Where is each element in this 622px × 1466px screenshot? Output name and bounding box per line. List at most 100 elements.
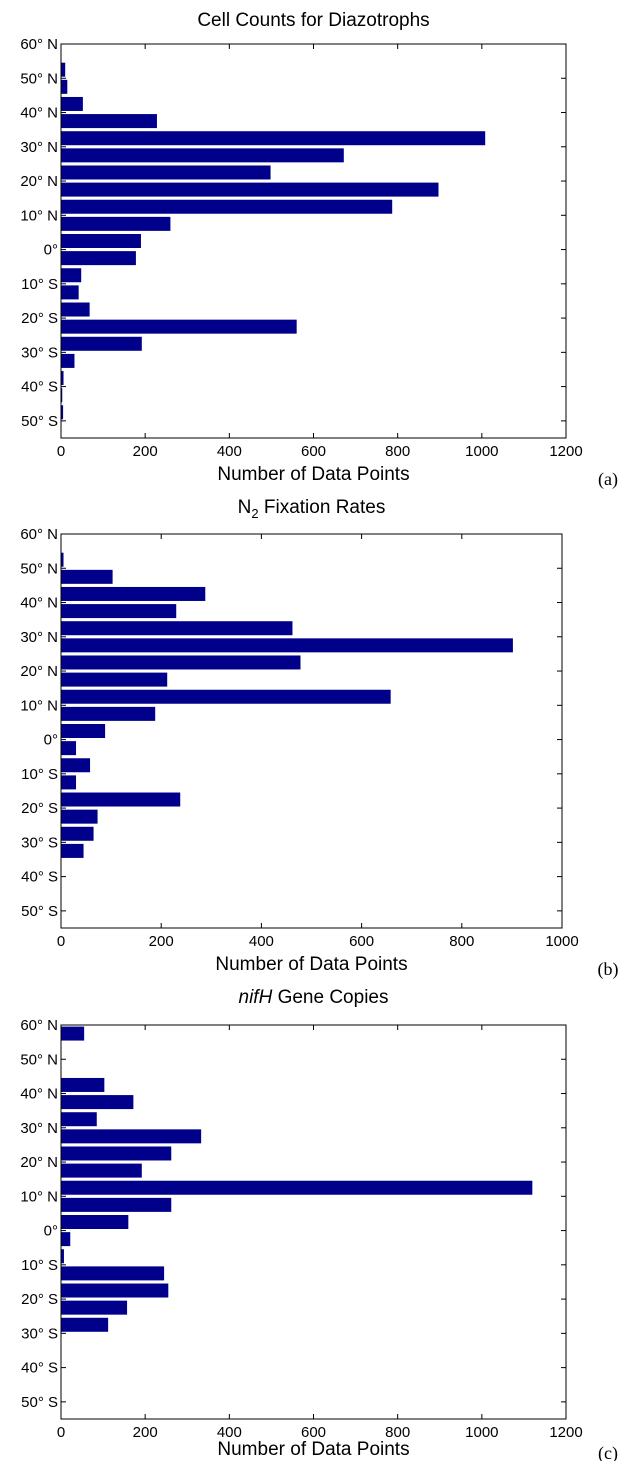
y-tick-label: 20° S bbox=[21, 800, 58, 817]
title-part: Gene Copies bbox=[272, 987, 388, 1008]
y-tick-label: 30° S bbox=[21, 1325, 58, 1342]
y-tick-label: 20° N bbox=[20, 663, 58, 680]
bar-14 bbox=[61, 792, 181, 807]
y-tick-label: 0° bbox=[44, 1223, 58, 1240]
chart-panel-c: nifH Gene Copies 0 200 400 600 800 1000 1200 60°… bbox=[20, 987, 618, 1464]
bar-2 bbox=[61, 586, 206, 601]
bar-6 bbox=[61, 165, 271, 180]
bar-4 bbox=[61, 1129, 202, 1144]
x-tick-label: 1200 bbox=[549, 1424, 582, 1441]
y-tick-label: 10° N bbox=[20, 697, 58, 714]
bar-15 bbox=[61, 319, 297, 334]
x-tick-label: 800 bbox=[385, 443, 410, 460]
bar-18 bbox=[61, 371, 64, 386]
y-tick-label: 30° N bbox=[20, 139, 58, 156]
bar-13 bbox=[61, 1283, 169, 1298]
y-tick-label: 50° S bbox=[21, 1394, 58, 1411]
x-axis-label: Number of Data Points bbox=[217, 1439, 409, 1460]
bar-17 bbox=[61, 843, 84, 858]
bar-4 bbox=[61, 621, 293, 636]
bar-6 bbox=[61, 655, 301, 670]
x-tick-label: 800 bbox=[449, 933, 474, 950]
y-tick-label: 60° N bbox=[20, 36, 58, 53]
bar-1 bbox=[61, 1077, 105, 1092]
x-tick-label: 800 bbox=[385, 1424, 410, 1441]
bar-9 bbox=[61, 216, 171, 231]
bar-9 bbox=[61, 1215, 129, 1229]
x-tick-label: 0 bbox=[57, 443, 65, 460]
chart-panel-a: Cell Counts for Diazotrophs 0 200 400 600 800… bbox=[20, 10, 618, 490]
bar-14 bbox=[61, 302, 90, 317]
bar-0 bbox=[61, 62, 66, 77]
bar-11 bbox=[61, 741, 77, 756]
bar-20 bbox=[61, 405, 64, 420]
bar-2 bbox=[61, 1095, 134, 1110]
y-tick-label: 40° S bbox=[21, 379, 58, 396]
chart-panel-b: N2 Fixation Rates 0 200 400 600 800 1000 60° N 5… bbox=[20, 497, 618, 980]
bar-0 bbox=[61, 1026, 85, 1041]
x-tick-label: 400 bbox=[249, 933, 274, 950]
bar-6 bbox=[61, 1163, 142, 1178]
title-part: nifH bbox=[239, 987, 273, 1008]
bar-3 bbox=[61, 604, 177, 619]
bar-1 bbox=[61, 79, 68, 94]
x-tick-label: 1000 bbox=[465, 443, 498, 460]
title-part: N bbox=[238, 497, 252, 518]
x-axis-label: Number of Data Points bbox=[215, 954, 407, 975]
bar-3 bbox=[61, 114, 157, 129]
y-tick-label: 50° N bbox=[20, 1051, 58, 1068]
bar-1 bbox=[61, 569, 113, 584]
bar-9 bbox=[61, 706, 156, 721]
bar-15 bbox=[61, 809, 98, 824]
x-tick-label: 1000 bbox=[465, 1424, 498, 1441]
bar-13 bbox=[61, 285, 79, 300]
bar-10 bbox=[61, 1232, 71, 1247]
bar-16 bbox=[61, 826, 94, 841]
bar-7 bbox=[61, 182, 439, 197]
bar-5 bbox=[61, 148, 344, 163]
y-tick-label: 20° S bbox=[21, 310, 58, 327]
x-tick-label: 400 bbox=[217, 1424, 242, 1441]
y-tick-label: 30° N bbox=[20, 1120, 58, 1137]
y-tick-label: 10° N bbox=[20, 207, 58, 224]
y-tick-label: 10° S bbox=[21, 1257, 58, 1274]
y-tick-label: 40° N bbox=[20, 1086, 58, 1103]
y-tick-label: 30° S bbox=[21, 344, 58, 361]
x-tick-label: 600 bbox=[301, 1424, 326, 1441]
y-tick-label: 50° N bbox=[20, 70, 58, 87]
y-tick-label: 10° S bbox=[21, 276, 58, 293]
bar-10 bbox=[61, 234, 141, 248]
plot-frame bbox=[60, 533, 563, 929]
x-tick-label: 0 bbox=[57, 933, 65, 950]
y-tick-label: 40° N bbox=[20, 595, 58, 612]
y-tick-label: 50° S bbox=[21, 413, 58, 430]
bar-13 bbox=[61, 775, 77, 790]
y-tick-label: 50° S bbox=[21, 903, 58, 920]
y-tick-label: 50° N bbox=[20, 560, 58, 577]
bar-3 bbox=[61, 1112, 97, 1127]
y-tick-label: 60° N bbox=[20, 1017, 58, 1034]
x-tick-label: 200 bbox=[133, 443, 158, 460]
chart-title: Cell Counts for Diazotrophs bbox=[197, 10, 429, 31]
chart-title: N2 Fixation Rates bbox=[238, 497, 386, 521]
bar-7 bbox=[61, 672, 168, 687]
y-tick-label: 20° N bbox=[20, 173, 58, 190]
bar-5 bbox=[61, 638, 513, 653]
y-tick-label: 60° N bbox=[20, 526, 58, 543]
bar-11 bbox=[61, 1249, 64, 1264]
y-tick-label: 20° S bbox=[21, 1291, 58, 1308]
bar-17 bbox=[61, 353, 75, 368]
bar-12 bbox=[61, 268, 82, 283]
y-tick-label: 40° S bbox=[21, 1360, 58, 1377]
x-axis-label: Number of Data Points bbox=[217, 464, 409, 485]
x-tick-label: 1000 bbox=[545, 933, 578, 950]
x-tick-label: 1200 bbox=[549, 443, 582, 460]
y-tick-label: 40° N bbox=[20, 105, 58, 122]
bar-11 bbox=[61, 251, 136, 266]
y-tick-label: 10° N bbox=[20, 1188, 58, 1205]
bar-10 bbox=[61, 724, 106, 738]
panel-label: (a) bbox=[598, 469, 618, 490]
x-tick-label: 200 bbox=[133, 1424, 158, 1441]
x-tick-label: 600 bbox=[301, 443, 326, 460]
